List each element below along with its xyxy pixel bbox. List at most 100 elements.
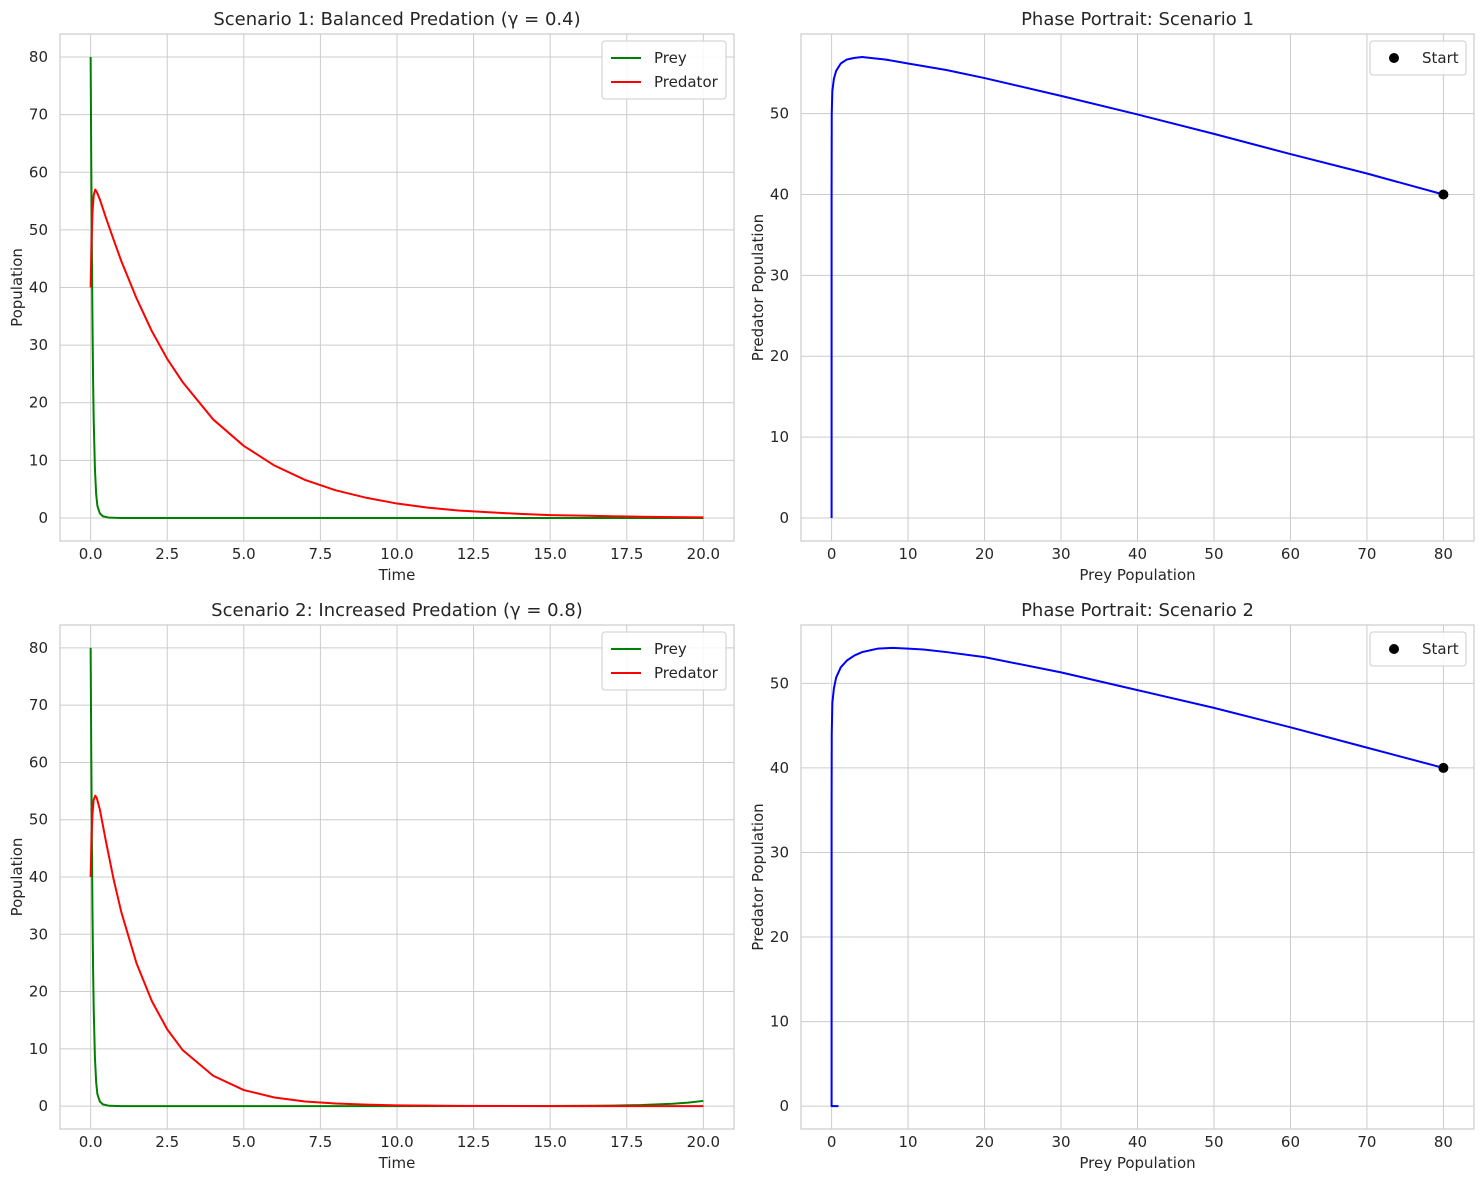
x-tick-label: 60: [1281, 545, 1300, 563]
y-axis-label: Predator Population: [749, 803, 767, 950]
x-tick-label: 40: [1128, 1133, 1147, 1151]
x-tick-label: 40: [1128, 545, 1147, 563]
y-axis-label: Population: [8, 838, 26, 917]
y-tick-label: 60: [29, 163, 48, 181]
chart-title: Phase Portrait: Scenario 2: [1021, 600, 1254, 621]
y-tick-label: 50: [770, 105, 789, 123]
x-tick-label: 30: [1051, 545, 1070, 563]
x-tick-label: 17.5: [610, 1133, 643, 1151]
x-tick-label: 20: [975, 545, 994, 563]
x-tick-label: 80: [1434, 545, 1453, 563]
x-tick-label: 20.0: [687, 1133, 720, 1151]
chart-panel-3: 0.0 2.5 5.0 7.5 10.0 12.5 15.0 17.5 20.0 0 10 20 30 4…: [8, 600, 735, 1172]
y-tick-label: 0: [779, 1097, 789, 1115]
legend-label: Predator: [654, 73, 719, 91]
x-tick-label: 12.5: [457, 545, 490, 563]
plot-area: [830, 56, 1444, 518]
legend-label: Prey: [654, 49, 687, 67]
legend-label: Prey: [654, 640, 687, 658]
y-tick-label: 0: [779, 509, 789, 527]
y-tick-label: 70: [29, 696, 48, 714]
legend: Start: [1369, 631, 1467, 667]
x-tick-label: 60: [1281, 1133, 1300, 1151]
x-tick-label: 0: [827, 545, 837, 563]
x-tick-label: 30: [1051, 1133, 1070, 1151]
trajectory-line: [830, 646, 1444, 1108]
y-tick-label: 40: [29, 868, 48, 886]
chart-panel-2: 0 10 20 30 40 50 60 70 80 0 10 20 30 40 50 Phase Portra…: [749, 9, 1475, 584]
legend-label: Start: [1422, 49, 1459, 67]
x-tick-label: 2.5: [155, 1133, 179, 1151]
x-tick-label: 20.0: [687, 545, 720, 563]
trajectory-line: [830, 56, 1444, 518]
y-tick-label: 10: [770, 428, 789, 446]
x-tick-label: 50: [1204, 1133, 1223, 1151]
y-tick-label: 40: [770, 759, 789, 777]
x-tick-label: 0.0: [79, 545, 103, 563]
plot-area: [830, 646, 1444, 1108]
axes-frame: [800, 33, 1475, 542]
x-tick-label: 5.0: [232, 545, 256, 563]
x-tick-label: 7.5: [308, 545, 332, 563]
predator-series-line: [89, 794, 704, 1108]
legend-marker: [1389, 53, 1399, 63]
chart-title: Scenario 2: Increased Predation (γ = 0.8…: [211, 600, 583, 621]
y-tick-label: 30: [770, 843, 789, 861]
y-tick-label: 80: [29, 639, 48, 657]
x-tick-label: 10: [899, 1133, 918, 1151]
legend-box: [601, 631, 727, 691]
x-tick-label: 50: [1204, 545, 1223, 563]
start-marker: [1438, 189, 1449, 200]
y-tick-label: 0: [38, 1097, 48, 1115]
plot-area: [89, 57, 704, 519]
y-axis-label: Population: [8, 248, 26, 327]
x-tick-label: 10.0: [380, 545, 413, 563]
y-tick-label: 10: [770, 1013, 789, 1031]
x-axis-label: Time: [378, 1154, 416, 1172]
y-tick-label: 80: [29, 48, 48, 66]
legend: Start: [1369, 40, 1467, 76]
x-tick-label: 12.5: [457, 1133, 490, 1151]
y-tick-label: 70: [29, 106, 48, 124]
y-tick-label: 40: [770, 186, 789, 204]
legend-label: Start: [1422, 640, 1459, 658]
y-tick-label: 50: [29, 811, 48, 829]
y-tick-label: 20: [770, 928, 789, 946]
y-tick-label: 10: [29, 1040, 48, 1058]
chart-panel-1: 0.0 2.5 5.0 7.5 10.0 12.5 15.0 17.5 20.0 0 10 20 30 4…: [8, 9, 735, 584]
x-tick-label: 10: [899, 545, 918, 563]
y-tick-label: 30: [29, 336, 48, 354]
x-axis-label: Time: [378, 566, 416, 584]
y-tick-label: 60: [29, 753, 48, 771]
y-tick-label: 10: [29, 451, 48, 469]
y-tick-label: 30: [770, 266, 789, 284]
y-tick-label: 50: [770, 674, 789, 692]
plot-area: [89, 647, 704, 1108]
y-tick-label: 20: [770, 347, 789, 365]
y-tick-label: 20: [29, 983, 48, 1001]
start-marker: [1438, 762, 1449, 773]
chart-panel-4: 0 10 20 30 40 50 60 70 80 0 10 20 30 40 50 Phase Portra…: [749, 600, 1475, 1172]
x-tick-label: 5.0: [232, 1133, 256, 1151]
x-tick-label: 70: [1357, 545, 1376, 563]
y-tick-label: 40: [29, 279, 48, 297]
legend-box: [1369, 40, 1467, 76]
x-tick-label: 2.5: [155, 545, 179, 563]
legend-box: [601, 40, 727, 100]
x-tick-label: 20: [975, 1133, 994, 1151]
y-tick-label: 0: [38, 509, 48, 527]
x-tick-label: 17.5: [610, 545, 643, 563]
x-tick-label: 0: [827, 1133, 837, 1151]
y-tick-label: 20: [29, 394, 48, 412]
x-tick-label: 0.0: [79, 1133, 103, 1151]
legend-box: [1369, 631, 1467, 667]
chart-title: Phase Portrait: Scenario 1: [1021, 9, 1254, 30]
x-axis-label: Prey Population: [1079, 566, 1195, 584]
axes-frame: [800, 624, 1475, 1130]
legend: Prey Predator: [601, 40, 727, 100]
x-tick-label: 7.5: [308, 1133, 332, 1151]
y-tick-label: 50: [29, 221, 48, 239]
predator-series-line: [89, 188, 704, 519]
